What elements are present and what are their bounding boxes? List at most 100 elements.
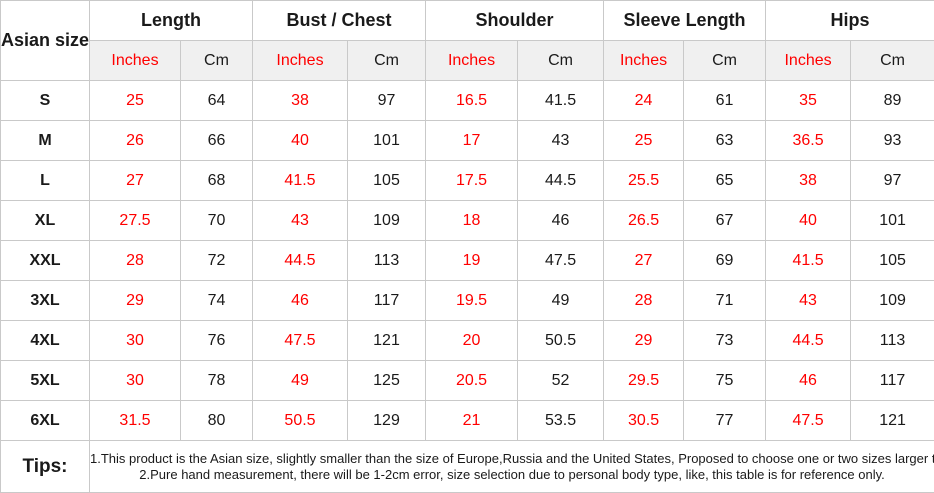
inches-value-cell: 18 (425, 200, 519, 241)
inches-value-cell: 38 (765, 160, 852, 201)
cm-value-cell: 89 (850, 80, 934, 121)
cm-value-cell: 76 (180, 320, 253, 361)
inches-value-cell: 27 (89, 160, 181, 201)
inches-value-cell: 41.5 (252, 160, 348, 201)
tips-row: Tips: 1.This product is the Asian size, … (0, 440, 934, 493)
group-header-sleeve-length: Sleeve Length (603, 0, 767, 41)
inches-unit-header: Inches (89, 40, 181, 81)
size-row-5xl: 5XL 30 78 49 125 20.5 52 29.5 75 46 117 (0, 360, 934, 401)
cm-value-cell: 73 (683, 320, 767, 361)
size-label: M (0, 120, 90, 161)
inches-value-cell: 40 (765, 200, 852, 241)
size-row-xxl: XXL 28 72 44.5 113 19 47.5 27 69 41.5 105 (0, 240, 934, 281)
inches-value-cell: 35 (765, 80, 852, 121)
inches-value-cell: 24 (603, 80, 685, 121)
cm-value-cell: 121 (850, 400, 934, 441)
cm-value-cell: 68 (180, 160, 253, 201)
inches-value-cell: 49 (252, 360, 348, 401)
size-row-l: L 27 68 41.5 105 17.5 44.5 25.5 65 38 97 (0, 160, 934, 201)
inches-value-cell: 29 (603, 320, 685, 361)
cm-value-cell: 105 (346, 160, 427, 201)
cm-value-cell: 70 (180, 200, 253, 241)
inches-value-cell: 25.5 (603, 160, 685, 201)
inches-value-cell: 50.5 (252, 400, 348, 441)
tips-line-2: 2.Pure hand measurement, there will be 1… (139, 466, 885, 482)
group-header-shoulder: Shoulder (425, 0, 605, 41)
tips-label: Tips: (0, 440, 90, 493)
cm-value-cell: 101 (346, 120, 427, 161)
unit-header-row: Inches Cm Inches Cm Inches Cm Inches Cm Inches Cm (1, 40, 934, 81)
inches-value-cell: 19.5 (425, 280, 519, 321)
inches-value-cell: 36.5 (765, 120, 852, 161)
size-row-6xl: 6XL 31.5 80 50.5 129 21 53.5 30.5 77 47.5 121 (0, 400, 934, 441)
inches-value-cell: 31.5 (89, 400, 181, 441)
cm-value-cell: 109 (346, 200, 427, 241)
inches-value-cell: 16.5 (425, 80, 519, 121)
cm-unit-header: Cm (517, 40, 605, 81)
inches-unit-header: Inches (765, 40, 852, 81)
corner-header-asian-size: Asian size (0, 0, 90, 81)
cm-unit-header: Cm (346, 40, 427, 81)
tips-text: 1.This product is the Asian size, slight… (88, 440, 934, 493)
inches-value-cell: 46 (765, 360, 852, 401)
cm-value-cell: 52 (517, 360, 605, 401)
size-label: 4XL (0, 320, 90, 361)
size-row-m: M 26 66 40 101 17 43 25 63 36.5 93 (0, 120, 934, 161)
cm-value-cell: 129 (346, 400, 427, 441)
cm-value-cell: 93 (850, 120, 934, 161)
inches-value-cell: 43 (765, 280, 852, 321)
size-row-s: S 25 64 38 97 16.5 41.5 24 61 35 89 (0, 80, 934, 121)
inches-value-cell: 44.5 (252, 240, 348, 281)
size-row-4xl: 4XL 30 76 47.5 121 20 50.5 29 73 44.5 113 (0, 320, 934, 361)
inches-value-cell: 38 (252, 80, 348, 121)
inches-value-cell: 40 (252, 120, 348, 161)
inches-value-cell: 25 (89, 80, 181, 121)
size-label: XL (0, 200, 90, 241)
cm-value-cell: 77 (683, 400, 767, 441)
cm-value-cell: 65 (683, 160, 767, 201)
size-row-xl: XL 27.5 70 43 109 18 46 26.5 67 40 101 (0, 200, 934, 241)
cm-value-cell: 44.5 (517, 160, 605, 201)
inches-value-cell: 29 (89, 280, 181, 321)
size-label: 3XL (0, 280, 90, 321)
size-label: L (0, 160, 90, 201)
cm-value-cell: 97 (346, 80, 427, 121)
inches-value-cell: 43 (252, 200, 348, 241)
inches-value-cell: 27 (603, 240, 685, 281)
cm-value-cell: 75 (683, 360, 767, 401)
cm-value-cell: 49 (517, 280, 605, 321)
cm-value-cell: 61 (683, 80, 767, 121)
inches-value-cell: 25 (603, 120, 685, 161)
size-label: 6XL (0, 400, 90, 441)
group-header-bust-chest: Bust / Chest (251, 0, 427, 41)
inches-unit-header: Inches (603, 40, 685, 81)
inches-value-cell: 19 (425, 240, 519, 281)
inches-value-cell: 26 (89, 120, 181, 161)
group-header-row: Asian size Length Bust / Chest Shoulder … (0, 0, 934, 81)
tips-line-1: 1.This product is the Asian size, slight… (90, 450, 934, 466)
cm-value-cell: 69 (683, 240, 767, 281)
cm-value-cell: 125 (346, 360, 427, 401)
cm-value-cell: 71 (683, 280, 767, 321)
cm-value-cell: 66 (180, 120, 253, 161)
inches-value-cell: 28 (603, 280, 685, 321)
cm-unit-header: Cm (180, 40, 253, 81)
cm-unit-header: Cm (850, 40, 934, 81)
cm-value-cell: 113 (346, 240, 427, 281)
group-header-hips: Hips (765, 0, 934, 41)
inches-value-cell: 20.5 (425, 360, 519, 401)
inches-value-cell: 20 (425, 320, 519, 361)
cm-value-cell: 117 (850, 360, 934, 401)
cm-value-cell: 78 (180, 360, 253, 401)
inches-value-cell: 21 (425, 400, 519, 441)
inches-value-cell: 17.5 (425, 160, 519, 201)
cm-value-cell: 80 (180, 400, 253, 441)
cm-value-cell: 43 (517, 120, 605, 161)
inches-unit-header: Inches (252, 40, 348, 81)
inches-value-cell: 17 (425, 120, 519, 161)
group-header-length: Length (89, 0, 253, 41)
cm-unit-header: Cm (683, 40, 767, 81)
inches-value-cell: 26.5 (603, 200, 685, 241)
